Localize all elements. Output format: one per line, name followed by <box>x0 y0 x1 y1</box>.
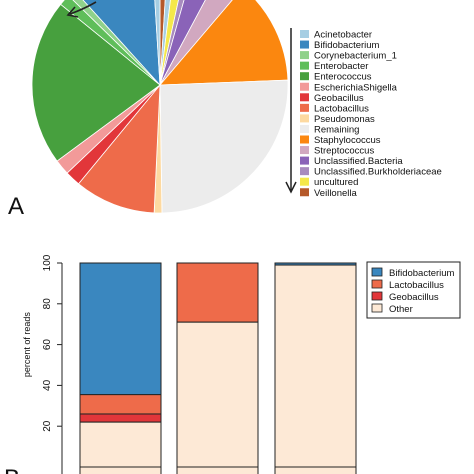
legend-swatch-corynebacterium-1 <box>300 51 309 60</box>
bar-legend-swatch-other <box>371 303 383 313</box>
legend-label-escherichiashigella: EscherichiaShigella <box>314 82 398 93</box>
legend-label-pseudomonas: Pseudomonas <box>314 114 375 125</box>
legend-direction-arrowhead <box>285 181 297 194</box>
pie-slices <box>31 0 289 214</box>
bar-1-segment-geobacillus <box>79 413 162 423</box>
bar-1-segment-bifidobacterium <box>79 262 162 396</box>
legend-label-bifidobacterium: Bifidobacterium <box>314 40 380 51</box>
legend-swatch-streptococcus <box>300 146 309 155</box>
legend-swatch-veillonella <box>300 188 309 197</box>
bar-3-segment-other <box>274 264 357 468</box>
legend-swatch-bifidobacterium <box>300 40 309 49</box>
legend-swatch-escherichiashigella <box>300 82 309 91</box>
y-tick-label-40: 40 <box>42 379 53 391</box>
legend-label-streptococcus: Streptococcus <box>314 146 374 157</box>
stacked-bar-chart-panel: 20 40 60 80 100 percent of reads Bifidobacter… <box>4 254 461 474</box>
y-tick-label-100: 100 <box>42 254 53 271</box>
legend-label-enterobacter: Enterobacter <box>314 61 368 72</box>
legend-swatch-uncultured <box>300 177 309 186</box>
legend-swatch-acinetobacter <box>300 30 309 38</box>
legend-swatch-geobacillus <box>300 93 309 102</box>
pie-legend: AcinetobacterBifidobacteriumCorynebacter… <box>300 30 442 199</box>
panel-label-a: A <box>8 193 24 220</box>
bar-legend-label-lactobacillus: Lactobacillus <box>389 280 444 291</box>
bar-1-segment-other <box>79 421 162 468</box>
y-tick-label-60: 60 <box>42 339 53 351</box>
y-tick-label-20: 20 <box>42 420 53 432</box>
bar-legend-label-bifidobacterium: Bifidobacterium <box>389 268 455 279</box>
legend-swatch-lactobacillus <box>300 103 309 112</box>
legend-label-unclassified-burkholderiaceae: Unclassified.Burkholderiaceae <box>314 167 442 178</box>
legend-swatch-enterococcus <box>300 72 309 81</box>
bar-legend-label-other: Other <box>389 304 413 315</box>
bar-2-segment-lactobacillus <box>176 262 259 323</box>
pie-slice-remaining <box>159 79 289 214</box>
pie-direction-arrow <box>69 1 97 15</box>
pie-slice-corynebacterium-1 <box>72 0 161 86</box>
pie-direction-arrowhead <box>66 6 79 18</box>
legend-label-acinetobacter: Acinetobacter <box>314 30 372 41</box>
legend-label-corynebacterium-1: Corynebacterium_1 <box>314 51 397 62</box>
legend-label-remaining: Remaining <box>314 124 359 135</box>
legend-swatch-enterobacter <box>300 61 309 70</box>
legend-label-staphylococcus: Staphylococcus <box>314 135 381 146</box>
legend-label-enterococcus: Enterococcus <box>314 72 372 83</box>
pie-slice-staphylococcus <box>159 0 289 86</box>
bars <box>79 262 357 474</box>
pie-slice-bifidobacterium <box>82 0 161 87</box>
legend-swatch-pseudomonas <box>300 114 309 123</box>
legend-label-unclassified-bacteria: Unclassified.Bacteria <box>314 156 403 167</box>
legend-swatch-staphylococcus <box>300 135 309 144</box>
bar-legend-swatch-lactobacillus <box>371 279 383 289</box>
bar-legend-box <box>366 261 461 319</box>
pie-slice-lactobacillus <box>77 83 161 214</box>
legend-swatch-remaining <box>300 124 309 133</box>
bar-legend: BifidobacteriumLactobacillusGeobacillusO… <box>366 261 461 319</box>
pie-chart-panel: AcinetobacterBifidobacteriumCorynebacter… <box>8 0 442 220</box>
bar-legend-label-geobacillus: Geobacillus <box>389 292 439 303</box>
panel-label-b: B <box>4 465 20 474</box>
pie-slice-enterobacter <box>60 0 161 86</box>
legend-swatch-unclassified-bacteria <box>300 156 309 165</box>
legend-label-lactobacillus: Lactobacillus <box>314 103 369 114</box>
bar-legend-swatch-geobacillus <box>371 291 383 301</box>
legend-label-veillonella: Veillonella <box>314 188 357 199</box>
pie-slice-acinetobacter <box>154 0 161 86</box>
legend-label-uncultured: uncultured <box>314 177 358 188</box>
y-axis-title: percent of reads <box>22 312 32 378</box>
bar-legend-swatch-bifidobacterium <box>371 267 383 277</box>
legend-swatch-unclassified-burkholderiaceae <box>300 167 309 176</box>
bar-2-segment-other <box>176 321 259 468</box>
legend-label-geobacillus: Geobacillus <box>314 93 364 104</box>
pie-slice-enterococcus <box>31 3 161 162</box>
y-axis: 20 40 60 80 100 percent of reads <box>22 254 63 474</box>
y-tick-label-80: 80 <box>42 298 53 310</box>
bar-1-segment-lactobacillus <box>79 394 162 415</box>
